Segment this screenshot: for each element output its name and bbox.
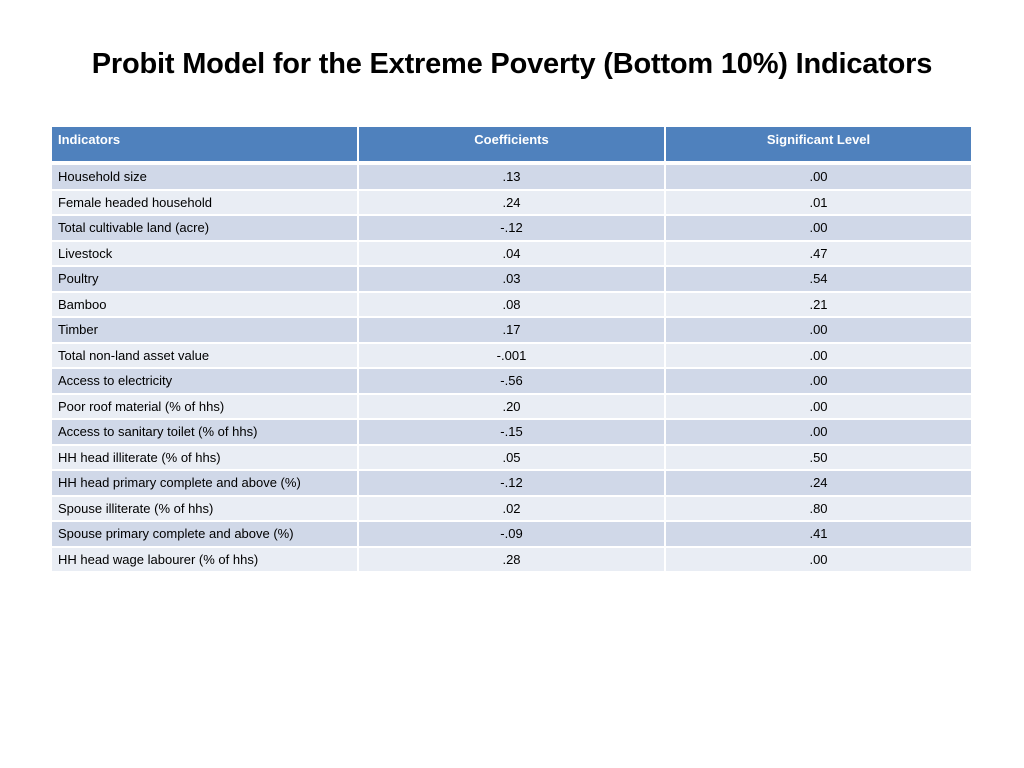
significance-cell: .54 (666, 267, 971, 291)
significance-cell: .00 (666, 547, 971, 571)
significance-cell: .00 (666, 420, 971, 444)
table-row: Livestock .04.47 (52, 241, 971, 265)
significance-cell: .00 (666, 394, 971, 418)
coefficient-cell: .03 (359, 267, 664, 291)
indicator-cell: Timber (52, 318, 357, 342)
coefficient-cell: -.15 (359, 420, 664, 444)
coefficient-cell: .04 (359, 241, 664, 265)
indicator-cell: Access to sanitary toilet (% of hhs) (52, 420, 357, 444)
indicator-cell: Total cultivable land (acre) (52, 216, 357, 240)
significance-cell: .01 (666, 190, 971, 214)
coefficient-cell: -.09 (359, 522, 664, 546)
table-row: Access to sanitary toilet (% of hhs) -.15… (52, 420, 971, 444)
coefficient-cell: -.12 (359, 471, 664, 495)
significance-cell: .80 (666, 496, 971, 520)
indicator-cell: Spouse illiterate (% of hhs) (52, 496, 357, 520)
table-row: Total cultivable land (acre) -.12.00 (52, 216, 971, 240)
indicator-cell: Poultry (52, 267, 357, 291)
indicator-cell: Access to electricity (52, 369, 357, 393)
indicator-cell: Spouse primary complete and above (%) (52, 522, 357, 546)
coefficient-cell: .24 (359, 190, 664, 214)
coefficient-cell: .02 (359, 496, 664, 520)
indicator-cell: HH head primary complete and above (%) (52, 471, 357, 495)
indicator-cell: Female headed household (52, 190, 357, 214)
table-body: Household size .13.00 Female headed househ… (52, 165, 971, 571)
coefficient-cell: .20 (359, 394, 664, 418)
table-row: Household size .13.00 (52, 165, 971, 189)
significance-cell: .50 (666, 445, 971, 469)
coefficient-cell: -.001 (359, 343, 664, 367)
indicator-cell: Poor roof material (% of hhs) (52, 394, 357, 418)
significance-cell: .00 (666, 165, 971, 189)
indicator-cell: Bamboo (52, 292, 357, 316)
indicators-table: Indicators Coefficients Significant Leve… (50, 125, 973, 573)
table-row: Spouse primary complete and above (%) -.0… (52, 522, 971, 546)
table-row: Bamboo .08.21 (52, 292, 971, 316)
table-header-row: Indicators Coefficients Significant Leve… (52, 127, 971, 163)
header-significant-level: Significant Level (666, 127, 971, 163)
indicator-cell: HH head wage labourer (% of hhs) (52, 547, 357, 571)
significance-cell: .41 (666, 522, 971, 546)
significance-cell: .00 (666, 369, 971, 393)
table-row: Timber .17.00 (52, 318, 971, 342)
coefficient-cell: .17 (359, 318, 664, 342)
header-indicators: Indicators (52, 127, 357, 163)
table-row: HH head illiterate (% of hhs) .05.50 (52, 445, 971, 469)
coefficient-cell: -.12 (359, 216, 664, 240)
header-coefficients: Coefficients (359, 127, 664, 163)
coefficient-cell: -.56 (359, 369, 664, 393)
table-row: HH head wage labourer (% of hhs) .28.00 (52, 547, 971, 571)
significance-cell: .00 (666, 318, 971, 342)
table-row: Spouse illiterate (% of hhs) .02.80 (52, 496, 971, 520)
coefficient-cell: .28 (359, 547, 664, 571)
table-row: Poor roof material (% of hhs) .20.00 (52, 394, 971, 418)
indicator-cell: Household size (52, 165, 357, 189)
significance-cell: .00 (666, 343, 971, 367)
table-row: Female headed household .24.01 (52, 190, 971, 214)
significance-cell: .47 (666, 241, 971, 265)
indicator-cell: Total non-land asset value (52, 343, 357, 367)
table-row: HH head primary complete and above (%) -.… (52, 471, 971, 495)
significance-cell: .24 (666, 471, 971, 495)
indicator-cell: HH head illiterate (% of hhs) (52, 445, 357, 469)
indicator-cell: Livestock (52, 241, 357, 265)
coefficient-cell: .08 (359, 292, 664, 316)
table-row: Total non-land asset value -.001.00 (52, 343, 971, 367)
coefficient-cell: .13 (359, 165, 664, 189)
significance-cell: .00 (666, 216, 971, 240)
coefficient-cell: .05 (359, 445, 664, 469)
significance-cell: .21 (666, 292, 971, 316)
table-row: Poultry .03.54 (52, 267, 971, 291)
table-row: Access to electricity -.56.00 (52, 369, 971, 393)
slide-title: Probit Model for the Extreme Poverty (Bo… (91, 48, 933, 80)
